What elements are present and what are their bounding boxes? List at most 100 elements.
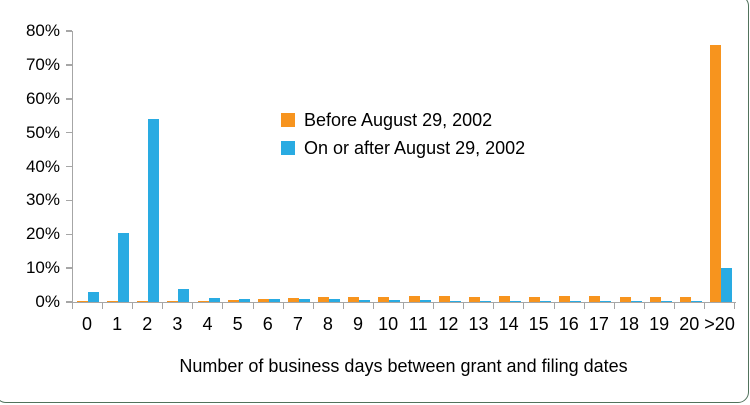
bar [479, 300, 491, 302]
x-axis-tick-label: 13 [468, 314, 489, 334]
x-axis-tick-label: 12 [438, 314, 459, 334]
bar [690, 301, 702, 302]
bar [510, 300, 522, 302]
x-axis-tick-mark [703, 303, 736, 309]
x-axis-tick-mark [403, 303, 433, 309]
y-axis-tick-label: 50% [25, 122, 60, 142]
x-axis-tick-mark [342, 303, 373, 309]
x-axis-tick-label: 17 [588, 314, 609, 334]
bar [649, 296, 661, 302]
x-axis-tick-label: 20 [679, 314, 700, 334]
x-axis-tick-mark [613, 303, 644, 309]
bar-group [254, 31, 284, 302]
bar [721, 268, 733, 302]
x-axis-tick-mark [312, 303, 343, 309]
x-axis-tick-label: 0 [82, 314, 93, 334]
bar-group [525, 31, 555, 302]
bar [449, 300, 461, 302]
bar [238, 298, 250, 302]
x-axis-tick-label: 5 [232, 314, 243, 334]
bar [589, 295, 601, 302]
bar [468, 296, 480, 302]
y-axis-tick-mark [66, 301, 72, 303]
plot-area [72, 31, 736, 303]
x-axis-tick-mark [673, 303, 704, 309]
x-axis-tick-mark [282, 303, 313, 309]
x-axis-tick-label: 4 [202, 314, 213, 334]
bar-group [706, 31, 736, 302]
x-axis-tick-label: 3 [172, 314, 183, 334]
y-axis-tick-label: 40% [25, 156, 60, 176]
x-axis-tick-mark [433, 303, 463, 309]
bar [710, 44, 722, 302]
x-axis-tick-label: 16 [558, 314, 579, 334]
bar [540, 300, 552, 302]
bar-group [314, 31, 344, 302]
bar-group [163, 31, 193, 302]
y-axis-tick-label: 70% [25, 54, 60, 74]
bar [167, 300, 179, 302]
bar-group [73, 31, 103, 302]
bar [529, 296, 541, 302]
x-axis-tick-mark [493, 303, 523, 309]
legend-swatch-blue [281, 141, 295, 155]
bar [227, 299, 239, 302]
x-axis-tick-mark [252, 303, 283, 309]
bar-group [646, 31, 676, 302]
bar-series-container [73, 31, 736, 302]
x-axis-tick-mark [72, 303, 102, 309]
bar [137, 300, 149, 302]
bar-group [585, 31, 615, 302]
bar-group [676, 31, 706, 302]
bar [148, 119, 160, 302]
bar-group [224, 31, 254, 302]
bar [178, 289, 190, 302]
bar [419, 300, 431, 302]
bar [107, 301, 119, 302]
bar-group [495, 31, 525, 302]
legend: Before August 29, 2002 On or after Augus… [281, 110, 525, 166]
bar [378, 296, 390, 302]
bar [359, 299, 371, 302]
bar [408, 296, 420, 302]
bar [438, 296, 450, 302]
bar [118, 232, 130, 302]
x-axis-tick-label: 8 [322, 314, 333, 334]
legend-item-before: Before August 29, 2002 [281, 110, 525, 130]
y-axis-tick-label: 20% [25, 224, 60, 244]
bar [600, 300, 612, 302]
x-axis-tick-label: 1 [112, 314, 123, 334]
bar [318, 297, 330, 302]
bar [559, 296, 571, 302]
bar [208, 298, 220, 302]
legend-label: On or after August 29, 2002 [304, 138, 526, 158]
bar-group [374, 31, 404, 302]
x-axis-tick-label: 19 [649, 314, 670, 334]
x-axis-tick-mark [162, 303, 192, 309]
x-axis-tick-mark [192, 303, 222, 309]
y-axis-tick-mark [66, 64, 72, 66]
y-axis-tick-label: 10% [25, 258, 60, 278]
bar [197, 300, 209, 302]
bar-group [465, 31, 495, 302]
x-axis-tick-label: 6 [262, 314, 273, 334]
x-axis-tick-mark [553, 303, 584, 309]
x-axis-tick-label: 18 [619, 314, 640, 334]
bar [679, 297, 691, 302]
x-axis-tick-label: >20 [704, 314, 735, 334]
x-axis-tick-mark [222, 303, 252, 309]
y-axis-tick-mark [66, 131, 72, 134]
legend-label: Before August 29, 2002 [304, 110, 493, 130]
bar [570, 300, 582, 302]
x-axis-tick-mark [102, 303, 132, 309]
x-axis-tick-mark [372, 303, 403, 309]
bar-group [435, 31, 465, 302]
y-axis-tick-mark [66, 199, 72, 202]
x-axis-tick-label: 9 [353, 314, 364, 334]
y-axis-tick-label: 60% [25, 88, 60, 108]
bar [77, 301, 89, 302]
y-axis-tick-label: 0% [35, 292, 60, 311]
y-axis-tick-mark [66, 233, 72, 235]
x-axis-tick-mark [643, 303, 674, 309]
